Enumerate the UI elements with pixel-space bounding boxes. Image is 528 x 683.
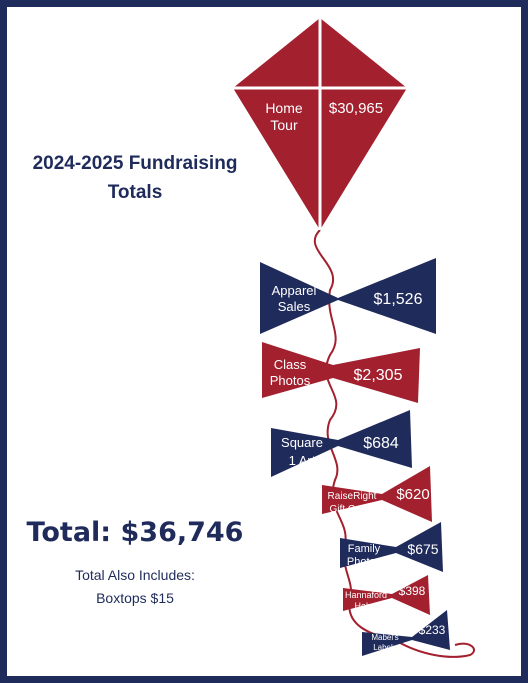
- bow-label-line-1: Class: [274, 357, 307, 372]
- page-title-line-1: 2024-2025 Fundraising: [32, 153, 238, 174]
- kite-label-line-2: Tour: [270, 117, 298, 133]
- bow-family-photos: Family Photos $675: [340, 522, 443, 572]
- kite-body: Home Tour $30,965: [233, 18, 407, 230]
- bow-label-line-2: Labels: [373, 643, 397, 652]
- bow-amount: $675: [407, 541, 438, 557]
- bow-mabels-labels: Mabel's Labels $233: [362, 610, 450, 656]
- bow-class-photos: Class Photos $2,305: [262, 342, 420, 403]
- page-title-line-2: Totals: [107, 182, 163, 203]
- note-line-1: Total Also Includes:: [75, 567, 195, 583]
- bow-apparel-sales: Apparel Sales $1,526: [260, 258, 436, 334]
- kite-amount: $30,965: [329, 100, 383, 117]
- bow-label-line-2: Photos: [270, 373, 311, 388]
- bow-label-line-1: Family: [348, 543, 381, 555]
- bow-label-line-2: Sales: [278, 299, 311, 314]
- note-line-2: Boxtops $15: [96, 590, 174, 606]
- bow-label-line-1: Apparel: [272, 283, 317, 298]
- bow-label-line-1: Hannaford: [345, 590, 387, 600]
- bow-amount: $2,305: [354, 367, 403, 384]
- bow-amount: $620: [396, 486, 429, 503]
- kite-label-line-1: Home: [265, 100, 303, 116]
- bow-raiseright-gift-cards: RaiseRight Gift Cards $620: [322, 466, 432, 522]
- bow-label-line-1: Mabel's: [371, 633, 398, 642]
- grand-total: Total: $36,746: [26, 517, 244, 548]
- bow-amount: $233: [419, 623, 446, 637]
- bow-label-line-2: Photos: [347, 556, 382, 568]
- bow-label-line-1: Square: [281, 435, 323, 450]
- bow-label-line-2: Gift Cards: [329, 504, 374, 515]
- bow-label-line-2: 1 Art: [289, 453, 316, 468]
- bow-square-1-art: Square 1 Art $684: [271, 410, 412, 477]
- bow-amount: $398: [399, 584, 426, 598]
- bow-label-line-1: RaiseRight: [328, 491, 377, 502]
- bow-label-line-2: Helps: [354, 601, 378, 611]
- bow-amount: $684: [363, 435, 399, 452]
- bow-amount: $1,526: [374, 291, 423, 308]
- bow-hannaford-helps: Hannaford Helps $398: [343, 575, 430, 615]
